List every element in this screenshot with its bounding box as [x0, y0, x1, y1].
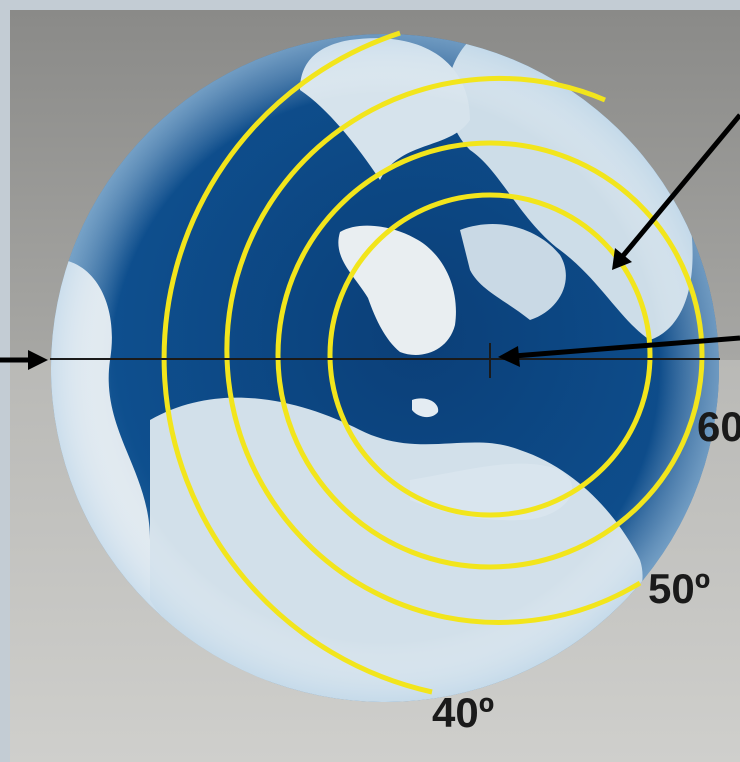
latitude-circle-40 [161, 30, 433, 695]
latitude-label-40: 40º [432, 689, 495, 736]
latitude-circle-60 [275, 140, 705, 570]
arrow-diagonal-shaft [620, 113, 740, 259]
arrows [0, 113, 740, 370]
latitude-circle-70 [327, 192, 653, 518]
globe-rim [51, 34, 719, 702]
arrow-pole-shaft [513, 335, 740, 359]
latitude-label-60: 60 [697, 403, 740, 450]
arrow-left-head [28, 350, 48, 370]
latitude-circle-50 [224, 75, 642, 625]
latitude-circles [161, 30, 705, 695]
latitude-label-50: 50º [648, 565, 711, 612]
arrow-pole-head [498, 346, 520, 367]
arrow-diagonal-head [612, 248, 632, 270]
